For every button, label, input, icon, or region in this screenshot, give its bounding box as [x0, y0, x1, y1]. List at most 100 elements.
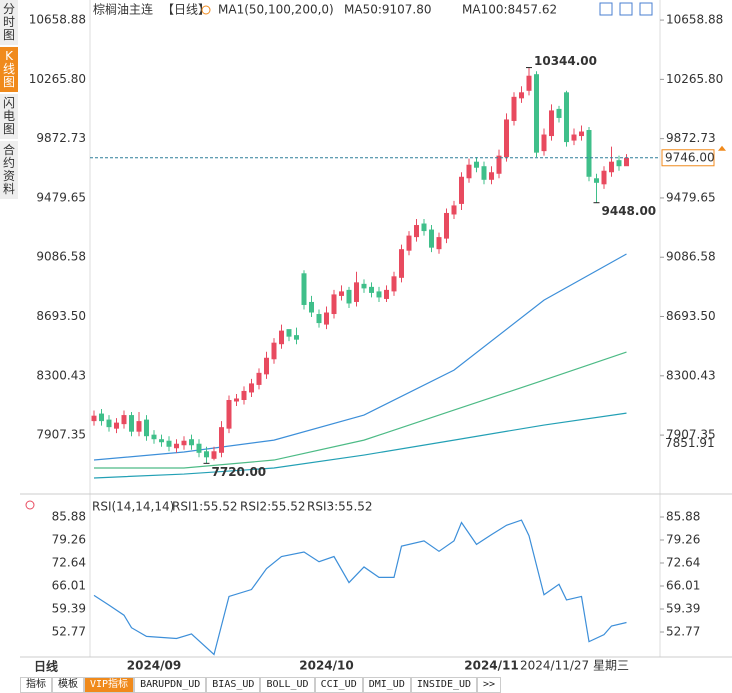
indicator-tab[interactable]: BOLL_UD: [260, 677, 315, 693]
candle-body: [481, 166, 487, 180]
last-price-label: 9746.00: [665, 150, 715, 164]
y-tick-label: 9872.73: [36, 131, 86, 145]
candle-body: [144, 419, 149, 437]
candle-body: [234, 398, 239, 402]
candle-body: [384, 289, 389, 299]
legend-entry: MA100:8457.62: [462, 3, 557, 17]
candle-body: [121, 415, 127, 425]
candle-body: [354, 282, 359, 302]
current-date: 2024/11/27 星期三: [520, 659, 629, 673]
y-tick-label-right: 10658.88: [666, 13, 723, 27]
toolbar-icon: [639, 2, 653, 16]
period-label: 日线: [34, 659, 58, 674]
indicator-tab[interactable]: INSIDE_UD: [410, 677, 478, 693]
candle-body: [564, 92, 569, 143]
candle-body: [571, 134, 577, 141]
candle-body: [579, 131, 584, 137]
y-tick-label-right: 79.26: [666, 532, 700, 546]
candle-body: [474, 161, 479, 168]
candle-body: [556, 108, 562, 118]
candle-body: [294, 335, 299, 340]
candle-body: [549, 110, 554, 137]
side-tab[interactable]: K线图: [0, 47, 18, 92]
indicator-tab[interactable]: BIAS_UD: [206, 677, 261, 693]
last-price-arrow: [718, 145, 726, 151]
candle-body: [324, 312, 329, 325]
candle-body: [316, 314, 322, 324]
side-tab[interactable]: 闪电图: [0, 94, 18, 139]
candle-body: [361, 283, 367, 289]
side-tab[interactable]: 合约资料: [0, 141, 18, 199]
y-tick-label: 10658.88: [29, 13, 86, 27]
ma-line: [94, 351, 627, 469]
candle-body: [586, 130, 592, 177]
candle-body: [129, 415, 134, 432]
candle-body: [331, 294, 337, 315]
candle-body: [264, 357, 269, 375]
candle-body: [166, 440, 172, 447]
indicator-tab[interactable]: 模板: [52, 677, 84, 693]
candle-body: [459, 176, 464, 204]
indicator-tab[interactable]: >>: [477, 677, 502, 693]
y-tick-label-right: 7907.35: [666, 428, 716, 442]
indicator-tab[interactable]: 指标: [20, 677, 52, 693]
y-tick-label-right: 72.64: [666, 555, 700, 569]
rsi-legend: RSI2:55.52: [240, 500, 306, 514]
side-tab[interactable]: 分时图: [0, 0, 18, 45]
candle-body: [406, 235, 412, 251]
y-tick-label: 72.64: [52, 555, 86, 569]
x-tick-label: 2024/10: [299, 659, 353, 673]
y-tick-label-right: 59.39: [666, 602, 700, 616]
rsi-title: RSI(14,14,14): [92, 500, 174, 514]
candle-body: [399, 249, 404, 278]
y-tick-label-right: 8300.43: [666, 368, 716, 382]
indicator-tab[interactable]: BARUPDN_UD: [134, 677, 207, 693]
candle-body: [504, 119, 509, 158]
candle-body: [256, 372, 262, 385]
candle-body: [391, 276, 397, 292]
last-price-box: [661, 149, 715, 167]
y-tick-label-right: 9872.73: [666, 131, 716, 145]
indicator-tab[interactable]: CCI_UD: [314, 677, 363, 693]
candle-body: [159, 439, 164, 443]
candle-body: [91, 415, 97, 422]
side-value-label: 7851.91: [665, 436, 715, 450]
candle-body: [594, 178, 599, 183]
rsi-line: [93, 519, 627, 656]
rsi-settings-icon: [25, 500, 35, 510]
extreme-label: 10344.00: [534, 54, 597, 68]
y-tick-label: 9086.58: [36, 250, 86, 264]
header-text: 棕榈油主连: [93, 2, 153, 17]
candle-body: [114, 422, 119, 429]
candle-body: [541, 134, 547, 152]
candle-body: [601, 170, 607, 185]
candle-body: [211, 451, 217, 459]
candle-body: [339, 291, 344, 296]
candle-body: [616, 160, 622, 167]
candle-body: [429, 229, 434, 248]
candle-body: [301, 273, 307, 305]
candle-body: [309, 301, 314, 313]
candle-body: [526, 75, 532, 91]
candle-body: [286, 329, 292, 337]
extreme-label: 7720.00: [212, 465, 267, 479]
candle-body: [151, 434, 157, 440]
x-tick-label: 2024/09: [127, 659, 181, 673]
candle-body: [511, 96, 517, 121]
candle-body: [279, 330, 284, 345]
candle-body: [421, 223, 427, 232]
indicator-tabs: 指标 模板 VIP指标 BARUPDN_UD BIAS_UD BOLL_UD CCI_UD D…: [20, 677, 502, 693]
rsi-legend: RSI3:55.52: [307, 500, 373, 514]
header-text: MA1(50,100,200,0): [218, 3, 334, 17]
indicator-tab[interactable]: VIP指标: [84, 677, 135, 693]
candle-body: [496, 155, 502, 174]
y-tick-label-right: 85.88: [666, 509, 700, 523]
indicator-tab[interactable]: DMI_UD: [362, 677, 411, 693]
y-tick-label: 59.39: [52, 602, 86, 616]
candle-body: [196, 443, 202, 453]
y-tick-label-right: 9086.58: [666, 250, 716, 264]
candle-body: [219, 427, 224, 453]
candle-body: [346, 289, 352, 304]
candle-body: [136, 421, 142, 432]
